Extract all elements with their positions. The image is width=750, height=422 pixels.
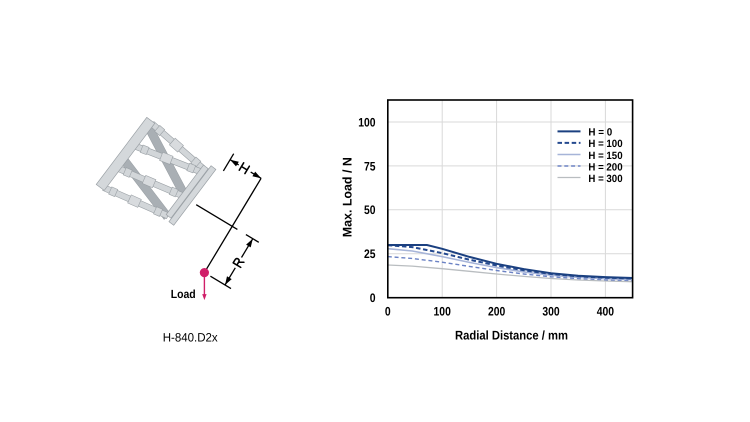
svg-text:100: 100 [358, 115, 375, 129]
svg-text:400: 400 [597, 304, 614, 318]
svg-text:Load: Load [171, 287, 196, 301]
svg-text:75: 75 [364, 159, 376, 173]
svg-text:50: 50 [364, 203, 376, 217]
svg-text:H = 300: H = 300 [588, 173, 622, 185]
svg-text:H-840.D2x: H-840.D2x [163, 331, 218, 345]
svg-text:Max. Load / N: Max. Load / N [341, 157, 355, 237]
svg-text:H = 0: H = 0 [588, 127, 612, 139]
svg-text:H = 200: H = 200 [588, 161, 622, 173]
svg-text:300: 300 [542, 304, 559, 318]
svg-text:H = 150: H = 150 [588, 150, 622, 162]
svg-text:H = 100: H = 100 [588, 138, 622, 150]
svg-text:Radial Distance / mm: Radial Distance / mm [455, 329, 568, 343]
svg-text:0: 0 [370, 291, 376, 305]
svg-text:0: 0 [385, 304, 391, 318]
svg-text:25: 25 [364, 247, 376, 261]
svg-text:100: 100 [434, 304, 451, 318]
svg-text:200: 200 [488, 304, 505, 318]
